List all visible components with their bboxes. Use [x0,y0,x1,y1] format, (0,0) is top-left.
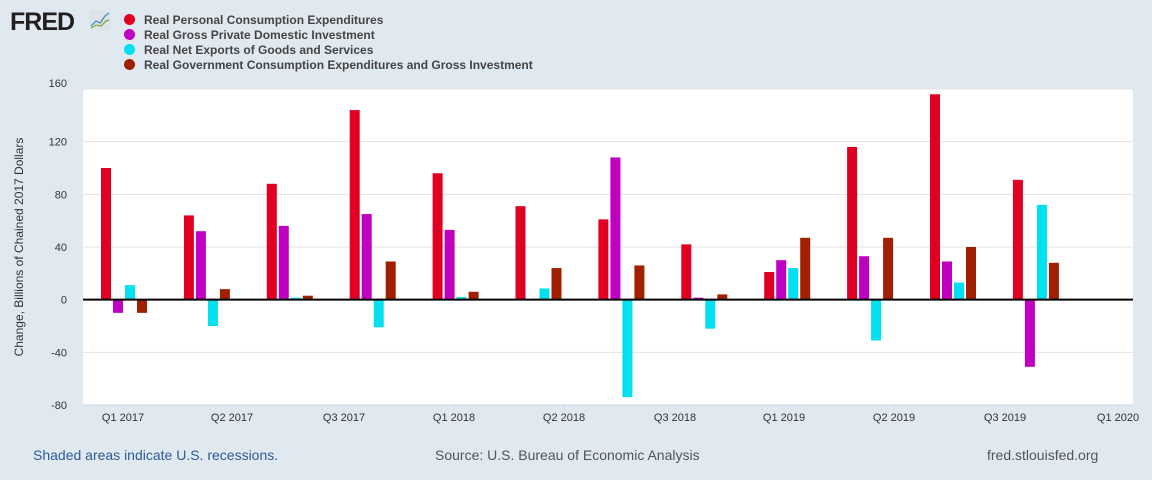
y-tick-label: 80 [55,189,67,201]
recessions-note[interactable]: Shaded areas indicate U.S. recessions. [33,447,279,463]
bar-10-0[interactable] [930,94,940,300]
bar-7-2[interactable] [705,299,716,329]
fred-logo[interactable]: FRED [10,8,75,36]
bar-9-1[interactable] [859,256,870,300]
legend-marker-icon [124,44,135,55]
bar-0-3[interactable] [137,299,147,313]
bar-4-3[interactable] [468,291,479,300]
bar-6-1[interactable] [610,157,621,300]
x-tick-label: Q1 2019 [763,412,805,424]
x-tick-label: Q2 2018 [543,412,585,424]
bar-3-1[interactable] [361,214,372,300]
bar-1-0[interactable] [183,215,194,300]
bar-2-1[interactable] [278,225,289,300]
site-link[interactable]: fred.stlouisfed.org [987,447,1099,463]
bar-10-3[interactable] [966,247,976,300]
legend-item[interactable]: Real Personal Consumption Expenditures [124,12,533,27]
x-tick-label: Q1 2018 [433,412,475,424]
bar-4-1[interactable] [444,229,455,300]
legend-label: Real Personal Consumption Expenditures [144,12,384,27]
bar-5-0[interactable] [515,206,526,300]
y-tick-label: -80 [51,400,67,412]
y-tick-label: -40 [51,347,67,359]
legend-label: Real Net Exports of Goods and Services [144,42,374,57]
legend-marker-icon [124,14,135,25]
legend-marker-icon [124,29,135,40]
bar-9-0[interactable] [847,146,858,300]
bar-4-2[interactable] [456,297,467,300]
legend-label: Real Government Consumption Expenditures… [144,57,533,72]
bar-11-3[interactable] [1048,262,1059,300]
bar-10-1[interactable] [942,261,952,300]
bar-chart: -80 -40 0 40 80 120 160 Change, Billions of Cha… [12,78,1139,424]
bar-11-0[interactable] [1012,179,1023,300]
bar-11-2[interactable] [1036,204,1047,300]
y-tick-label: 160 [49,78,67,90]
bar-6-2[interactable] [622,299,633,398]
x-tick-label: Q2 2019 [873,412,915,424]
y-tick-label: 40 [55,242,67,254]
y-axis-label: Change, Billions of Chained 2017 Dollars [12,138,26,357]
bar-6-3[interactable] [634,265,645,300]
bar-9-2[interactable] [871,299,882,341]
bar-1-3[interactable] [219,289,230,300]
bar-0-0[interactable] [101,168,111,300]
x-tick-label: Q3 2018 [654,412,696,424]
bar-5-2[interactable] [539,288,550,300]
x-tick-label: Q1 2017 [102,412,144,424]
bar-8-1[interactable] [776,260,787,300]
bar-7-0[interactable] [681,244,692,300]
legend-marker-icon [124,59,135,70]
x-tick-label: Q2 2017 [211,412,253,424]
bar-7-3[interactable] [717,294,728,300]
bar-2-0[interactable] [266,183,277,300]
bar-6-0[interactable] [598,219,609,300]
fred-graph-icon [89,10,111,30]
bar-8-2[interactable] [788,268,799,300]
x-tick-label: Q1 2020 [1097,412,1139,424]
bar-3-0[interactable] [349,110,360,300]
bar-10-2[interactable] [954,282,964,300]
bar-11-1[interactable] [1024,299,1035,367]
bar-2-3[interactable] [302,295,313,300]
bar-0-2[interactable] [125,285,135,300]
x-tick-label: Q3 2019 [984,412,1026,424]
bar-8-0[interactable] [764,272,775,300]
bar-5-3[interactable] [551,268,562,300]
y-tick-label: 0 [61,295,67,307]
legend-item[interactable]: Real Net Exports of Goods and Services [124,42,533,57]
bar-0-1[interactable] [113,299,123,313]
bar-1-2[interactable] [207,299,218,326]
legend-item[interactable]: Real Gross Private Domestic Investment [124,27,533,42]
source-note: Source: U.S. Bureau of Economic Analysis [435,447,700,463]
y-tick-label: 120 [49,137,67,149]
bar-3-3[interactable] [385,261,396,300]
chart-legend: Real Personal Consumption Expenditures Re… [124,12,533,72]
legend-label: Real Gross Private Domestic Investment [144,27,375,42]
bar-4-0[interactable] [432,173,443,300]
bar-9-3[interactable] [883,237,894,300]
bar-1-1[interactable] [195,231,206,300]
bar-8-3[interactable] [800,237,811,300]
legend-item[interactable]: Real Government Consumption Expenditures… [124,57,533,72]
x-tick-label: Q3 2017 [323,412,365,424]
bar-3-2[interactable] [373,299,384,328]
